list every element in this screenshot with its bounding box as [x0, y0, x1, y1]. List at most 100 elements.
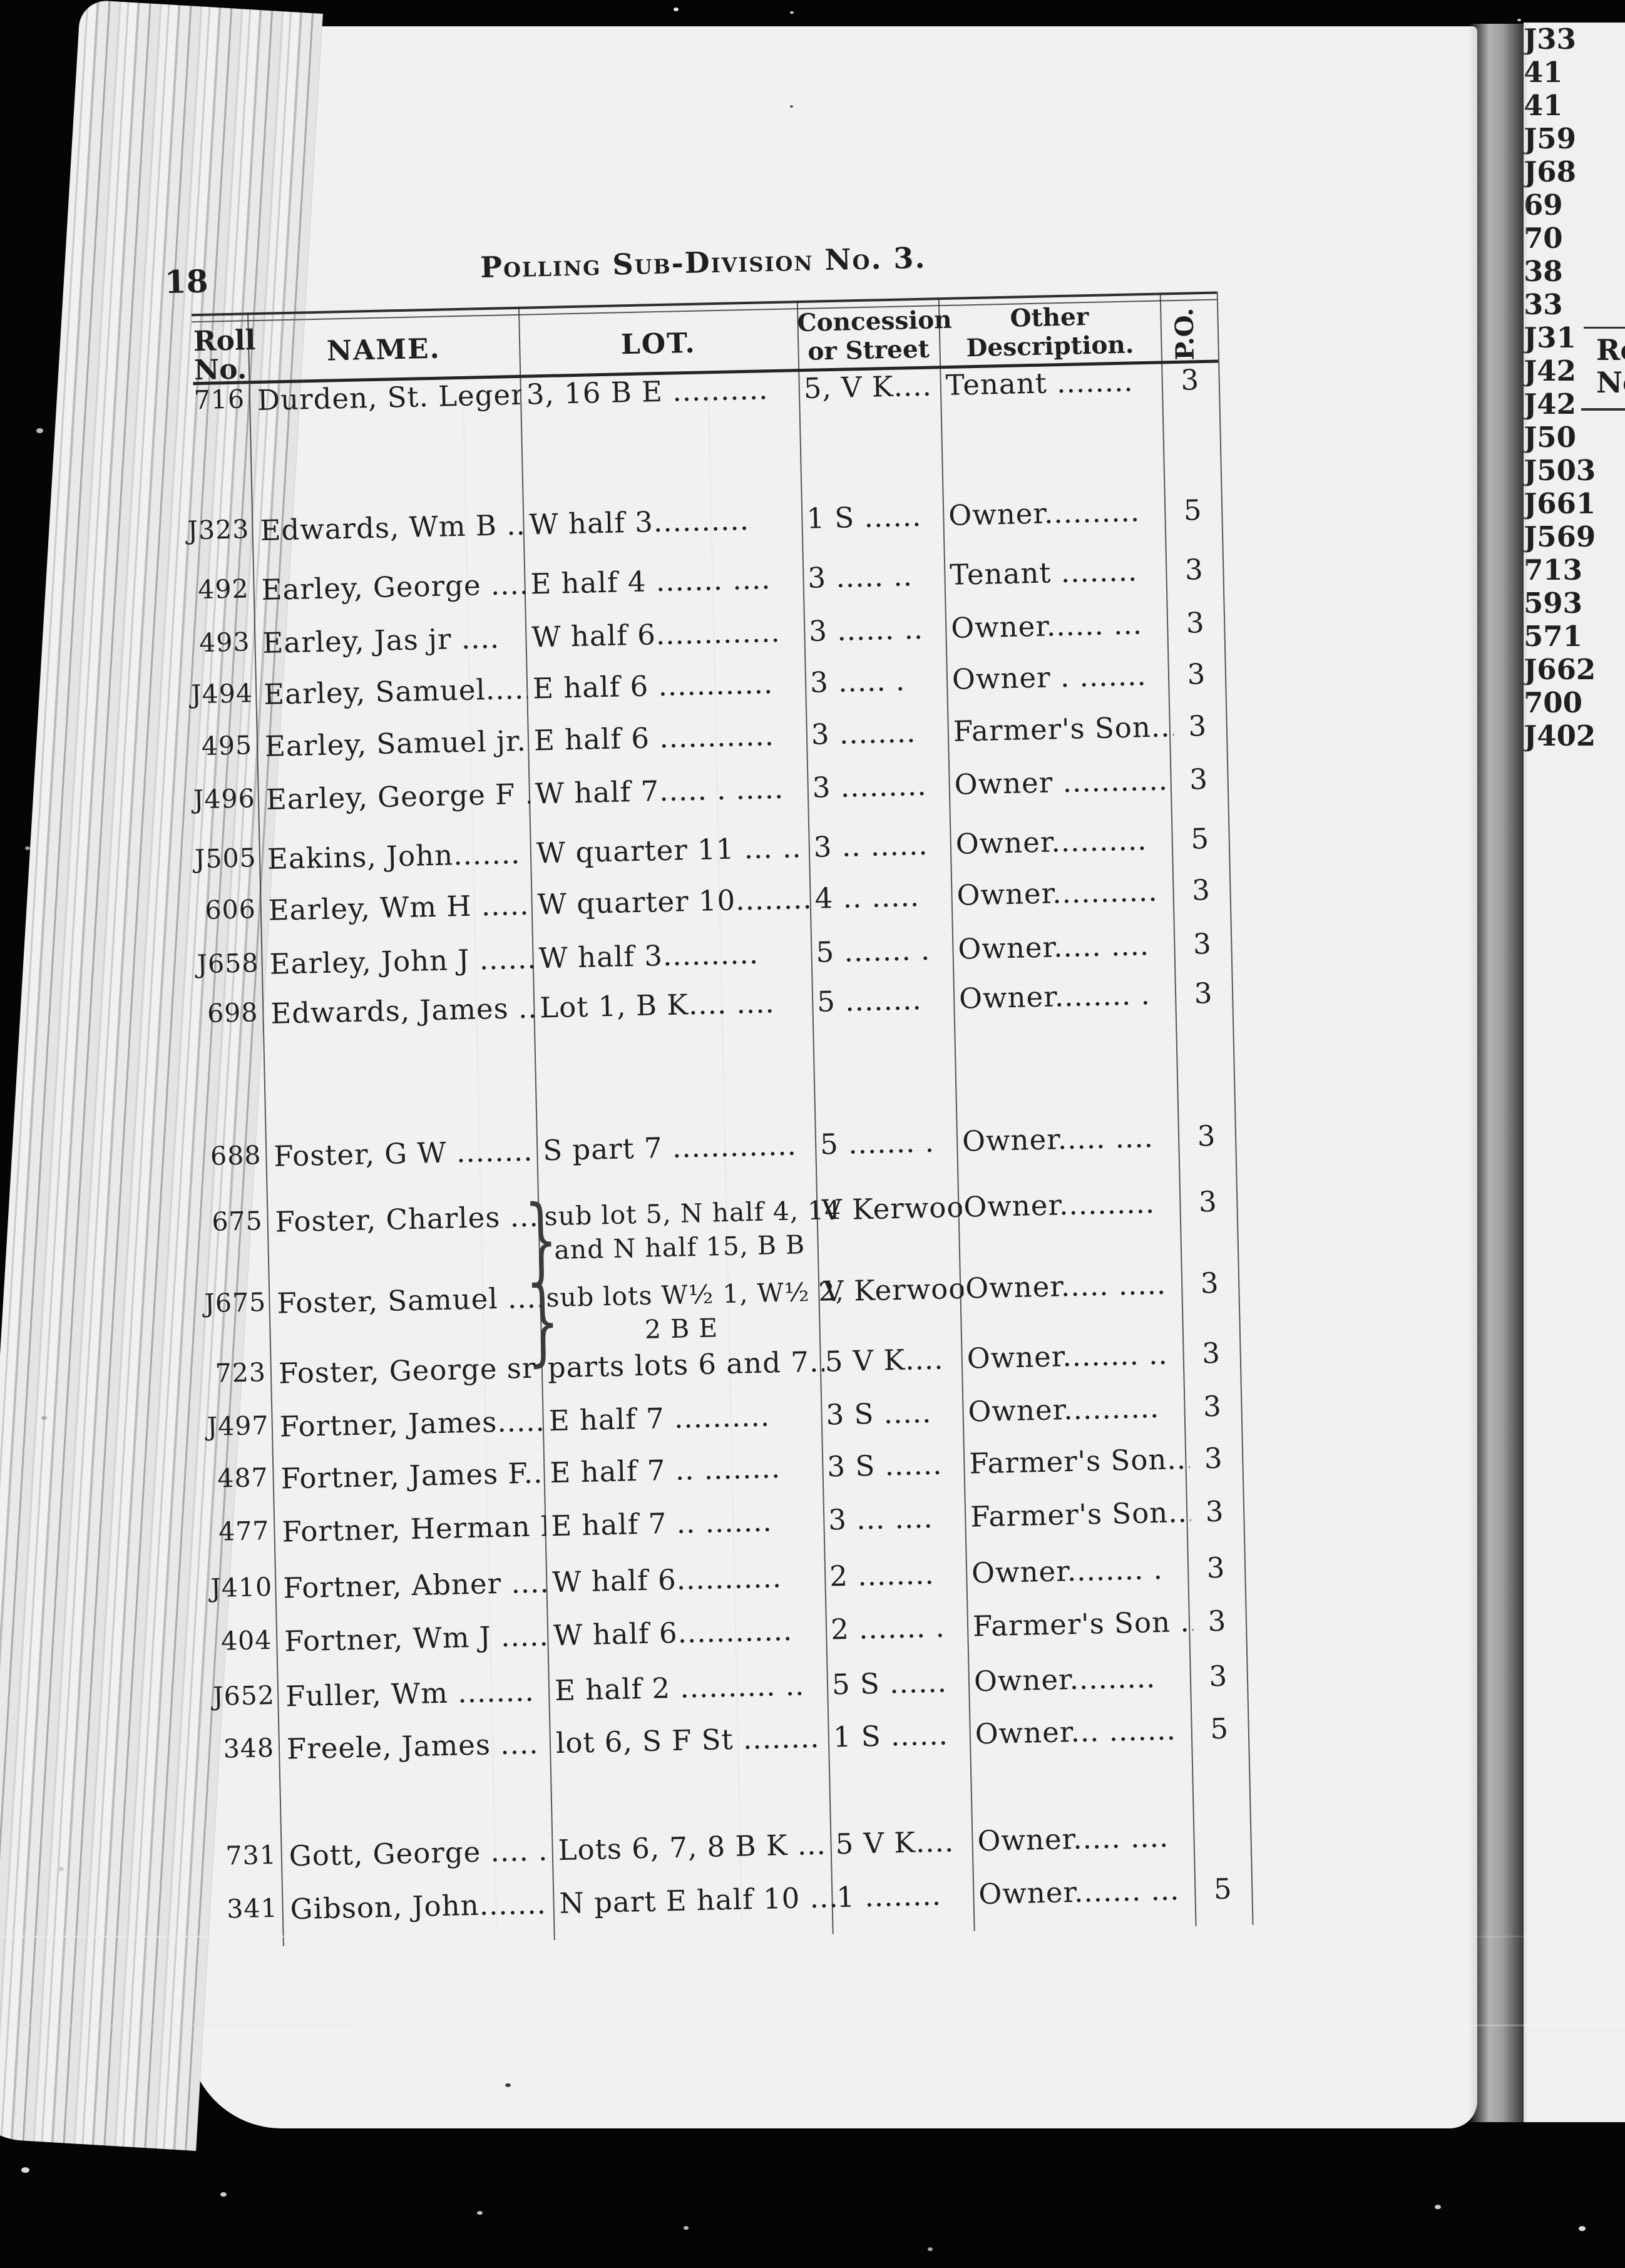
po-cell: 3 — [1201, 1336, 1221, 1370]
concession-cell: 3 ... .... — [828, 1501, 934, 1537]
lot-cell: Lot 1, B K.... .... — [539, 986, 776, 1025]
roll-cell: 495 — [201, 730, 253, 762]
table-row: J675 Foster, Samuel ....} sub lots W½ 1, W… — [204, 1265, 1278, 1377]
facing-roll-number: 571 — [1524, 620, 1582, 653]
po-cell: 3 — [1200, 1266, 1220, 1300]
concession-cell: 3 ......... — [812, 768, 927, 804]
concession-cell: 5 V K.... — [835, 1825, 955, 1861]
roll-cell: 341 — [226, 1892, 279, 1924]
lot-cell: sub lots W½ 1, W½ 2, 2 B E — [545, 1275, 845, 1349]
roll-cell: 716 — [193, 384, 245, 416]
name-cell: Earley, Samuel jr.... — [264, 724, 530, 763]
facing-roll-number: J402 — [1524, 719, 1596, 752]
lot-line: sub lot 5, N half 4, 14 — [544, 1194, 842, 1232]
name-cell: Fortner, James..... — [279, 1404, 545, 1444]
roll-cell: J323 — [187, 514, 250, 546]
roll-cell: J675 — [203, 1287, 267, 1319]
roll-cell: 606 — [205, 894, 257, 926]
lot-cell: E half 7 .. ....... — [550, 1504, 773, 1543]
po-cell: 3 — [1205, 1494, 1225, 1529]
description-cell: Owner........... — [956, 874, 1159, 912]
lot-cell: N part E half 10 ..... — [558, 1881, 837, 1921]
lot-cell: W quarter 11 ... .. — [536, 831, 802, 870]
name-cell: Edwards, James .... — [270, 991, 535, 1030]
concession-cell: 5 V K.... — [824, 1342, 944, 1378]
description-cell: Owner........ . — [958, 978, 1151, 1015]
name-cell: Fortner, Abner .... — [282, 1566, 548, 1605]
facing-roll-number: J33 — [1524, 23, 1576, 56]
facing-roll-header-line1: Ro — [1596, 333, 1625, 367]
lot-cell: E half 4 ....... .... — [530, 562, 771, 601]
facing-header-rule-top — [1584, 327, 1625, 329]
description-cell: Owner..... .... — [977, 1820, 1169, 1858]
book-gutter-shadow — [1469, 24, 1527, 2122]
concession-cell: 5 ....... . — [815, 933, 931, 969]
roll-cell: 348 — [223, 1732, 275, 1764]
roll-cell: J494 — [190, 678, 254, 710]
po-cell: 5 — [1213, 1872, 1233, 1906]
description-cell: Owner.......... — [955, 823, 1147, 861]
po-cell: 3 — [1187, 709, 1207, 743]
po-cell: 3 — [1204, 1441, 1224, 1475]
po-cell: 3 — [1194, 976, 1213, 1010]
name-cell: Fuller, Wm ........ — [285, 1674, 535, 1713]
concession-cell: 1 S ...... — [833, 1718, 949, 1754]
name-cell: Earley, George F .. — [265, 777, 531, 816]
roll-cell: 492 — [197, 573, 250, 605]
description-cell: Owner...... ... — [950, 607, 1143, 645]
lot-cell: parts lots 6 and 7.... — [547, 1345, 825, 1385]
facing-roll-number: 593 — [1524, 587, 1582, 620]
facing-roll-number: 33 — [1524, 288, 1563, 321]
facing-roll-number: J50 — [1524, 421, 1576, 454]
table-row: 675 Foster, Charles ....} sub lot 5, N hal… — [211, 1184, 1276, 1295]
lot-cell: E half 7 .......... — [548, 1399, 771, 1438]
description-cell: Owner........ .. — [966, 1337, 1169, 1375]
name-cell: Earley, Wm H ..... — [268, 888, 530, 927]
facing-roll-header-line2: No — [1596, 366, 1625, 399]
concession-cell: 1 ........ — [836, 1878, 942, 1914]
roll-cell: 688 — [210, 1140, 262, 1171]
roll-cell: 487 — [217, 1462, 269, 1494]
roll-cell: 723 — [215, 1357, 267, 1388]
roll-cell: 675 — [211, 1206, 264, 1237]
description-cell: Tenant ........ — [945, 364, 1134, 403]
table-row: J323 Edwards, Wm B .... W half 3..........… — [187, 492, 1261, 565]
concession-cell: V Kerwood — [823, 1271, 964, 1308]
description-cell: Owner........ . — [971, 1552, 1164, 1590]
concession-cell: 3 S ..... — [826, 1395, 932, 1432]
facing-roll-number: J503 — [1524, 454, 1596, 487]
description-cell: Farmer's Son.... — [970, 1495, 1191, 1534]
concession-cell: 5 S ...... — [831, 1665, 948, 1701]
description-cell: Owner ........... — [954, 763, 1169, 801]
table-row: 716 Durden, St. Leger ...3, 16 B E ......… — [193, 362, 1258, 435]
description-cell: Owner..... ..... — [965, 1267, 1167, 1305]
description-cell: Owner..... .... — [961, 1121, 1154, 1158]
lot-cell: W half 3.......... — [538, 936, 759, 975]
concession-cell: 5, V K.... — [803, 369, 933, 405]
roll-cell: 731 — [225, 1839, 277, 1871]
facing-roll-number-list: J33 41 41 J59 J68 69 70 38 33 J31 J42 J42 J50 J503 J66… — [1524, 23, 1625, 2122]
concession-cell: 3 ..... . — [809, 664, 906, 699]
facing-roll-number: J42 — [1524, 387, 1576, 421]
concession-cell: 4 .. ..... — [814, 880, 920, 915]
name-cell: Gott, George .... . — [289, 1834, 548, 1873]
lot-line: sub lots W½ 1, W½ 2, — [545, 1276, 845, 1313]
facing-roll-number: J661 — [1524, 487, 1596, 520]
roll-cell: J497 — [207, 1410, 270, 1442]
name-cell: Gibson, John....... — [290, 1887, 547, 1926]
po-cell: 3 — [1207, 1604, 1227, 1638]
name-cell: Earley, Jas jr .... — [262, 621, 500, 660]
description-cell: Owner . ....... — [951, 659, 1147, 696]
name-cell: Foster, George sr . . — [278, 1351, 543, 1390]
po-cell: 3 — [1180, 363, 1200, 397]
lot-cell: lot 6, S F St ........ — [555, 1720, 820, 1760]
po-cell: 3 — [1206, 1551, 1226, 1585]
roll-cell: 404 — [220, 1624, 272, 1656]
facing-roll-number: J569 — [1524, 520, 1596, 553]
name-cell: Earley, George ....... — [261, 567, 526, 607]
facing-roll-number: J662 — [1524, 653, 1596, 686]
roll-cell: J410 — [210, 1571, 273, 1604]
roll-cell: 477 — [218, 1516, 270, 1547]
